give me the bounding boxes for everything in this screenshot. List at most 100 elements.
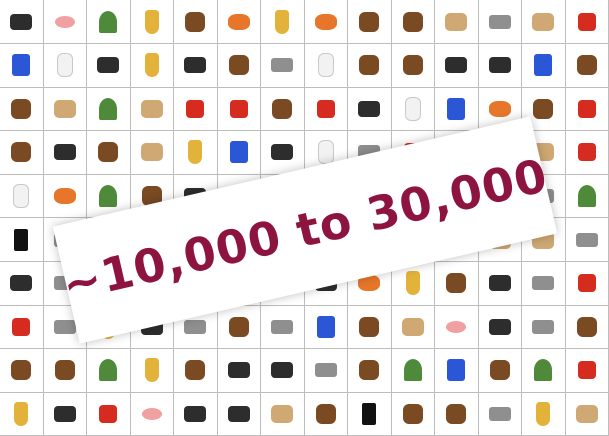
vase-icon xyxy=(14,401,29,426)
bell-icon xyxy=(228,55,249,76)
watermelon-icon xyxy=(141,407,162,420)
dog-icon xyxy=(98,142,119,163)
tool-icon xyxy=(184,319,207,334)
saw-icon xyxy=(271,319,294,334)
figurine-icon xyxy=(53,319,76,334)
iron-icon xyxy=(14,228,29,251)
plant-icon xyxy=(99,184,118,207)
soap-icon xyxy=(488,318,511,335)
grid-cell xyxy=(174,87,218,131)
deer-icon xyxy=(11,142,32,163)
grid-cell xyxy=(348,348,392,392)
cup-icon xyxy=(534,54,553,77)
guitar-icon xyxy=(141,185,162,206)
grid-cell xyxy=(522,0,566,43)
grid-cell xyxy=(305,43,348,87)
grid-cell xyxy=(131,130,174,174)
grid-cell xyxy=(44,87,87,131)
camera-icon xyxy=(10,13,33,30)
face-icon xyxy=(575,404,598,423)
grid-cell xyxy=(0,392,44,436)
tank-icon xyxy=(99,359,118,382)
pliers-icon xyxy=(536,401,551,426)
grid-cell xyxy=(566,218,609,261)
grid-cell xyxy=(174,348,218,392)
cane-icon xyxy=(533,98,554,119)
grid-cell xyxy=(435,0,479,43)
grid-cell xyxy=(261,0,305,43)
letter-s-icon xyxy=(228,316,249,337)
teddy-bear-icon xyxy=(185,360,206,381)
rabbit-icon xyxy=(97,57,120,74)
axe-icon xyxy=(577,12,596,31)
grid-cell xyxy=(348,0,392,43)
grid-cell xyxy=(435,87,479,131)
grid-cell xyxy=(479,0,522,43)
grid-cell xyxy=(566,174,609,218)
grid-cell xyxy=(479,348,522,392)
grid-cell xyxy=(0,218,44,261)
grid-cell xyxy=(174,130,218,174)
grid-cell xyxy=(522,43,566,87)
sack-icon xyxy=(140,99,163,118)
grid-cell xyxy=(44,0,87,43)
lighter-icon xyxy=(577,99,596,118)
grid-row xyxy=(0,392,609,436)
grid-cell xyxy=(174,305,218,349)
grid-row xyxy=(0,43,609,88)
grid-cell xyxy=(87,130,131,174)
grid-cell xyxy=(305,305,348,349)
bin-icon xyxy=(10,275,33,292)
telescope-icon xyxy=(227,362,250,379)
trumpet-icon xyxy=(144,9,159,34)
fish-icon xyxy=(447,359,466,382)
grid-cell xyxy=(479,305,522,349)
banana-icon xyxy=(144,53,159,78)
seal-icon xyxy=(359,316,380,337)
wetsuit-icon xyxy=(227,405,250,422)
pen-icon xyxy=(447,97,466,120)
clock-icon xyxy=(359,11,380,32)
headphones-icon xyxy=(271,144,294,161)
umbrella-icon xyxy=(577,361,596,380)
chili-icon xyxy=(229,99,248,118)
handbag-icon xyxy=(53,405,76,422)
bone-icon xyxy=(404,96,421,121)
totem-icon xyxy=(359,360,380,381)
grid-cell xyxy=(305,348,348,392)
grid-cell xyxy=(0,305,44,349)
grid-cell xyxy=(218,43,261,87)
grid-cell xyxy=(0,130,44,174)
bull-icon xyxy=(315,403,336,424)
gingerbread-icon xyxy=(53,187,76,204)
grid-cell xyxy=(305,392,348,436)
binoculars-icon xyxy=(271,58,294,73)
grid-cell xyxy=(392,348,435,392)
grid-cell xyxy=(435,392,479,436)
grid-cell xyxy=(131,43,174,87)
table-icon xyxy=(11,360,32,381)
propeller-icon xyxy=(532,276,555,291)
grid-cell xyxy=(261,392,305,436)
grid-cell xyxy=(87,174,131,218)
grid-cell xyxy=(0,43,44,87)
grid-cell xyxy=(348,305,392,349)
grid-cell xyxy=(0,87,44,131)
grid-cell xyxy=(305,0,348,43)
grid-cell xyxy=(218,130,261,174)
shrimp-icon xyxy=(446,320,467,333)
grid-cell xyxy=(435,261,479,305)
grid-cell xyxy=(348,43,392,87)
grid-cell xyxy=(131,392,174,436)
grid-cell xyxy=(522,261,566,305)
grid-cell xyxy=(174,0,218,43)
grid-cell xyxy=(218,87,261,131)
grid-cell xyxy=(392,305,435,349)
grid-cell xyxy=(218,348,261,392)
grid-cell xyxy=(87,0,131,43)
grid-cell xyxy=(566,87,609,131)
croissant-icon xyxy=(488,100,511,117)
grid-cell xyxy=(0,0,44,43)
grid-cell xyxy=(305,87,348,131)
grid-cell xyxy=(261,305,305,349)
